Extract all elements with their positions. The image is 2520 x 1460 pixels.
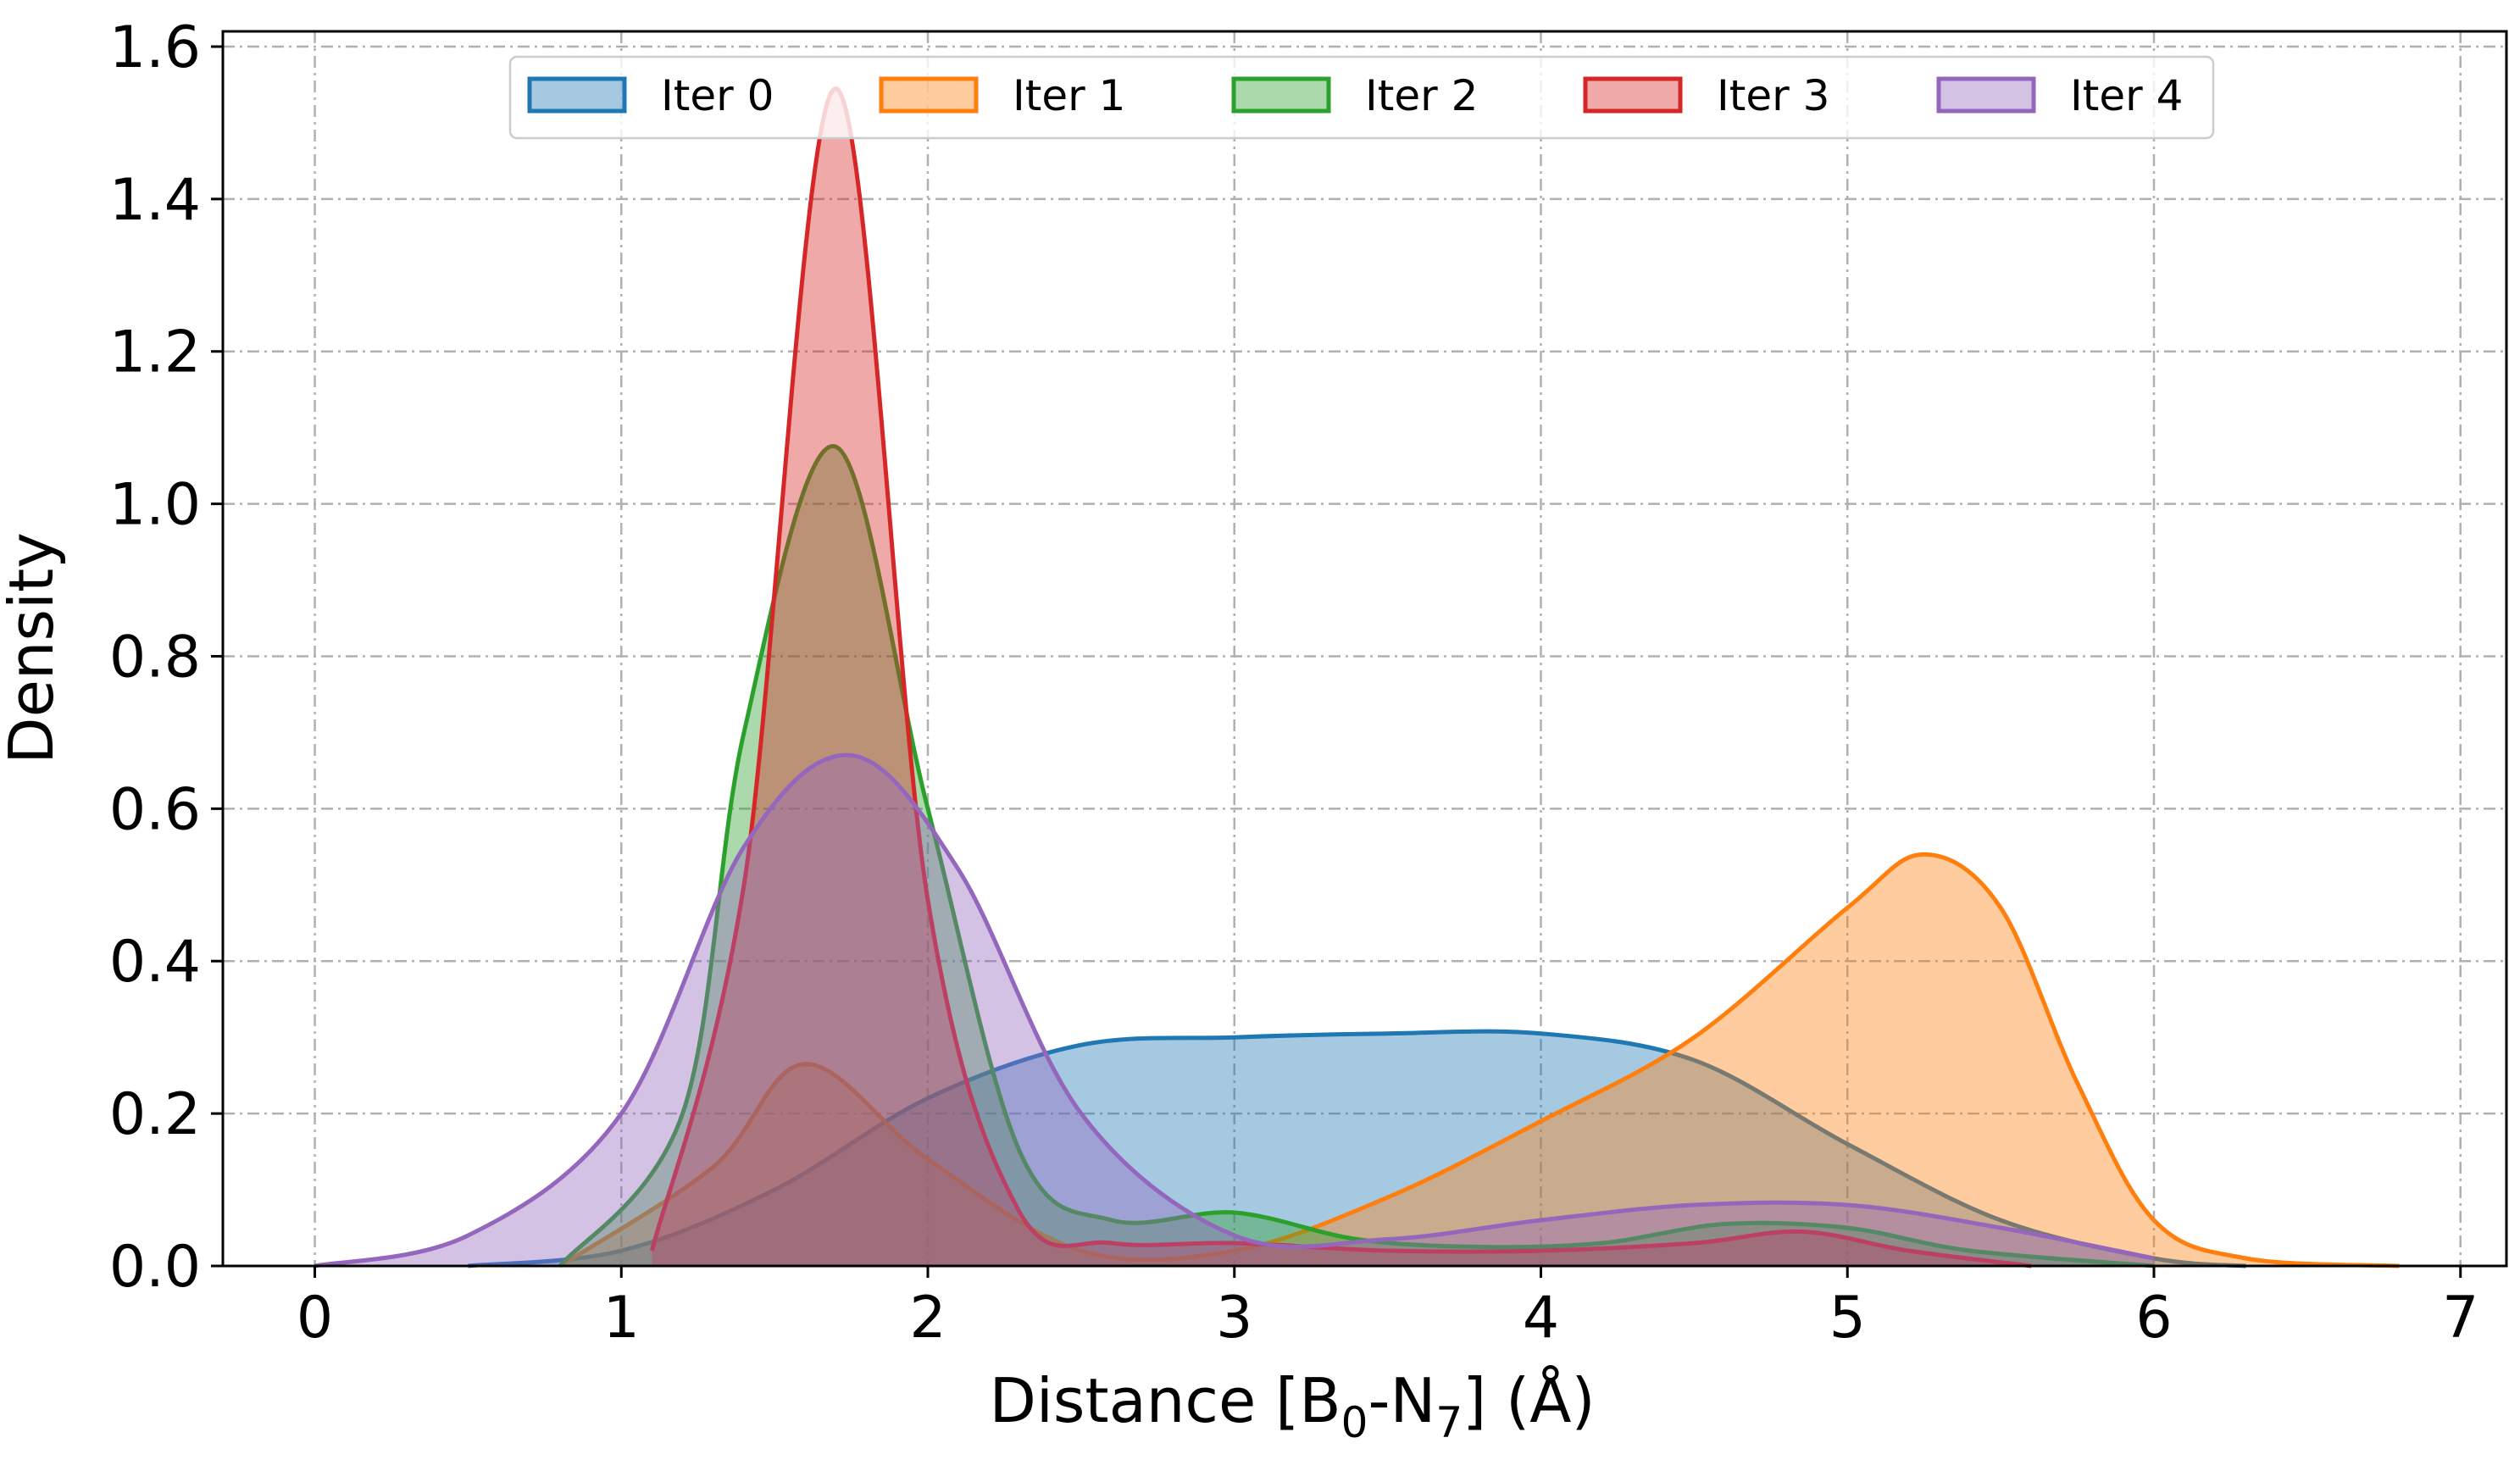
x-axis-title: Distance [B0-N7] (Å) (989, 1365, 1595, 1447)
series-line-iter-0 (468, 1029, 2246, 1268)
y-tick-label: 1.4 (109, 167, 201, 234)
y-tick-label: 1.6 (109, 14, 201, 81)
series-area-iter-3 (652, 88, 2032, 1266)
y-axis-title: Density (0, 532, 67, 764)
series-line-iter-1 (558, 852, 2400, 1268)
x-tick-label: 3 (1216, 1285, 1252, 1352)
y-tick-label: 1.0 (109, 472, 201, 539)
legend-swatch-iter-1 (879, 76, 979, 114)
series-line-iter-2 (558, 444, 2155, 1268)
x-tick-label: 2 (909, 1285, 946, 1352)
y-tick-label: 1.2 (109, 319, 201, 386)
tick-layer: 0 1 2 3 4 5 6 7 0.0 0.2 0.4 0.6 0.8 1.0 1.2 1.4 1.6 (109, 14, 2479, 1352)
series-layer (314, 86, 2400, 1268)
series-area-iter-0 (468, 1031, 2246, 1266)
y-tick-label: 0.0 (109, 1234, 201, 1301)
x-tick-label: 6 (2135, 1285, 2172, 1352)
legend: Iter 0 Iter 1 Iter 2 Iter 3 Iter 4 (508, 55, 2215, 140)
series-line-iter-3 (649, 86, 2032, 1268)
legend-label-iter-2: Iter 2 (1365, 71, 1478, 120)
legend-label-iter-1: Iter 1 (1013, 71, 1125, 120)
legend-swatch-iter-0 (527, 76, 627, 114)
x-tick-label: 1 (603, 1285, 640, 1352)
series-line-iter-4 (314, 752, 2155, 1268)
series-area-iter-4 (314, 755, 2154, 1266)
legend-label-iter-0: Iter 0 (661, 71, 774, 120)
legend-label-iter-3: Iter 3 (1717, 71, 1829, 120)
y-tick-label: 0.2 (109, 1081, 201, 1148)
x-tick-label: 7 (2442, 1285, 2478, 1352)
legend-swatch-iter-4 (1936, 76, 2036, 114)
y-tick-label: 0.8 (109, 624, 201, 691)
y-tick-label: 0.4 (109, 929, 201, 996)
legend-swatch-iter-3 (1583, 76, 1683, 114)
x-tick-label: 5 (1829, 1285, 1866, 1352)
plot-frame (221, 30, 2508, 1268)
x-tick-label: 4 (1523, 1285, 1559, 1352)
legend-label-iter-4: Iter 4 (2070, 71, 2183, 120)
series-area-iter-1 (559, 854, 2400, 1266)
legend-swatch-iter-2 (1231, 76, 1331, 114)
y-tick-label: 0.6 (109, 776, 201, 843)
grid-layer (223, 31, 2506, 1268)
series-area-iter-2 (559, 446, 2154, 1266)
x-tick-label: 0 (297, 1285, 333, 1352)
